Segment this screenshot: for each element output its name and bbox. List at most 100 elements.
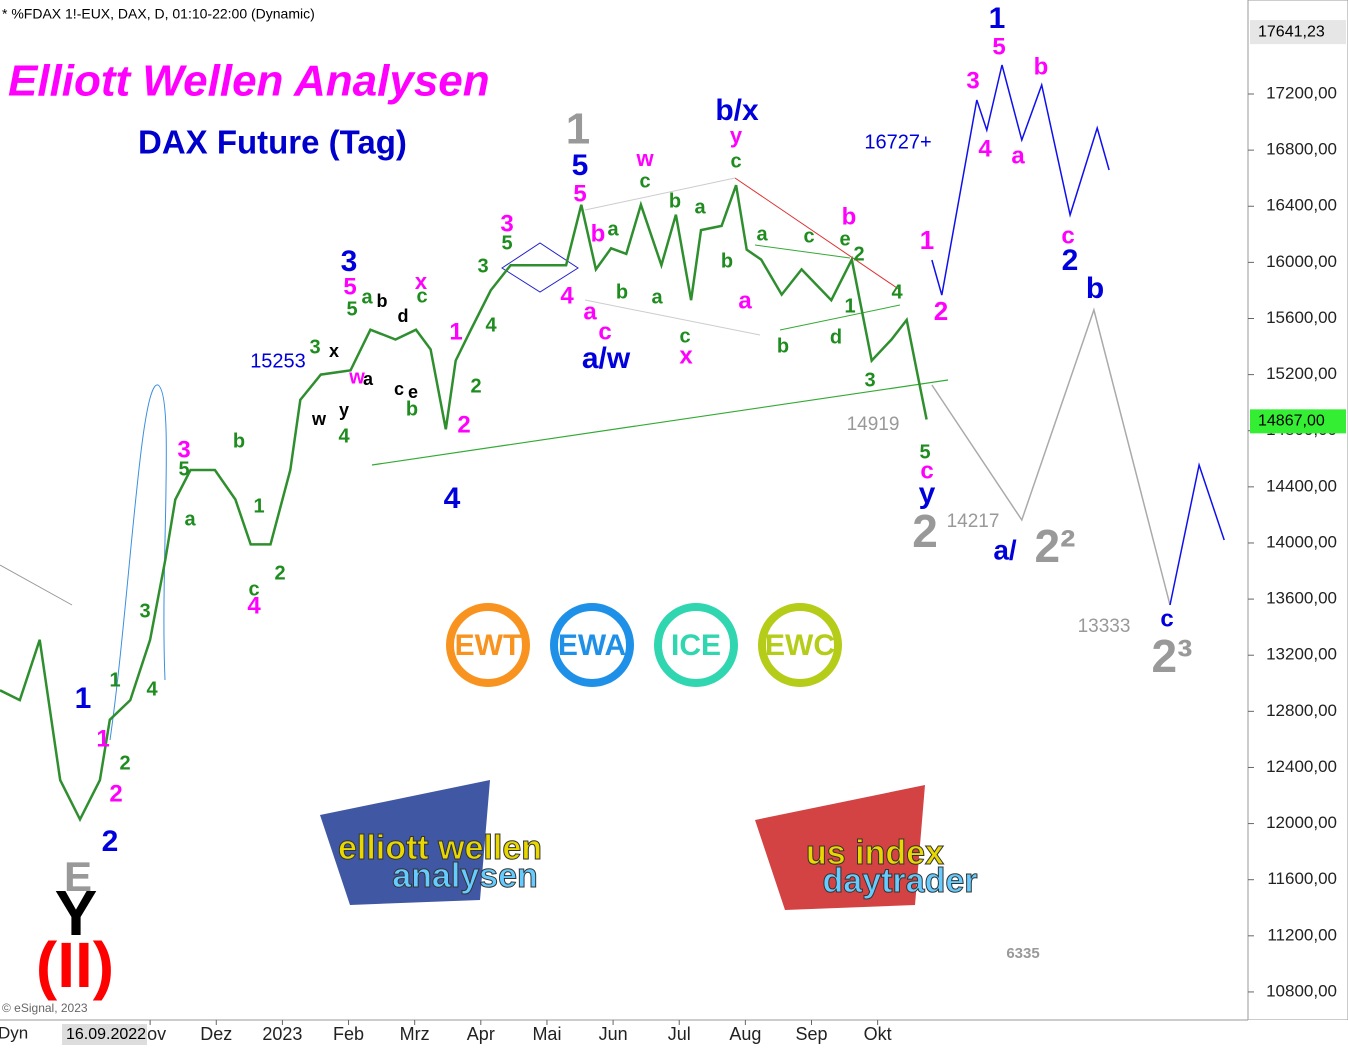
wave-label: 5 [346, 298, 357, 320]
wave-label: 1 [96, 725, 109, 752]
chart-header: * %FDAX 1!-EUX, DAX, D, 01:10-22:00 (Dyn… [2, 6, 315, 22]
y-tick-label: 16800,00 [1266, 140, 1337, 159]
wave-label: 3 [500, 210, 513, 237]
indicator-line [109, 384, 167, 741]
wave-label: w [635, 146, 654, 171]
wave-label: 4 [891, 281, 903, 303]
price-label-box [1250, 20, 1346, 45]
wave-label: 4 [338, 425, 350, 447]
wave-label: d [830, 326, 842, 348]
trend-line [584, 299, 761, 336]
wave-label: c [248, 578, 259, 600]
logo-text: EWT [455, 629, 522, 662]
wave-label: 2 [1062, 244, 1079, 277]
x-tick-label: Mrz [400, 1024, 430, 1044]
wave-label: 2 [912, 505, 938, 557]
wave-label: 1 [75, 682, 92, 715]
x-tick-label: Feb [333, 1024, 364, 1044]
wave-label: 2 [102, 825, 119, 858]
wave-label: x [415, 269, 428, 294]
y-tick-label: 11200,00 [1267, 925, 1337, 944]
wave-label: 2² [1035, 520, 1076, 572]
wave-label: x [329, 341, 339, 361]
wave-label: 3 [177, 436, 190, 463]
x-tick-label: Okt [864, 1024, 892, 1044]
wave-label: 3 [341, 245, 358, 278]
wave-label: 4 [247, 592, 261, 619]
y-tick-label: 10800,00 [1266, 981, 1337, 1000]
wave-label: 2 [853, 243, 864, 265]
y-tick-label: 11600,00 [1267, 869, 1337, 888]
wave-label: c [394, 379, 404, 399]
wave-label: c [1061, 222, 1074, 249]
wave-label: 2 [109, 780, 122, 807]
wave-label: E [64, 853, 92, 900]
price-line [0, 184, 928, 823]
wave-label: b [669, 190, 681, 212]
wave-label: a [738, 287, 752, 314]
logo-flag [320, 780, 490, 905]
logo-text: analysen [392, 857, 538, 895]
wave-label: 2 [470, 375, 481, 397]
wave-label: 14919 [847, 414, 900, 435]
wave-label: b [842, 203, 857, 230]
wave-label: b [377, 291, 388, 311]
wave-label: x [679, 342, 693, 369]
wave-label: c [803, 225, 814, 247]
wave-label: 3 [966, 67, 979, 94]
wave-label: b [616, 281, 628, 303]
x-tick-label: Apr [467, 1024, 495, 1044]
wave-label: 2 [274, 562, 285, 584]
wave-label: a [184, 508, 196, 530]
wave-label: a [1011, 142, 1025, 169]
wave-label: 5 [572, 149, 589, 182]
wave-label: b [777, 335, 789, 357]
wave-label: y [339, 400, 349, 420]
wave-label: 2 [457, 411, 470, 438]
logo-text: daytrader [823, 862, 978, 900]
wave-label: a [583, 298, 597, 325]
y-tick-label: 15200,00 [1266, 364, 1337, 383]
wave-label: 4 [444, 482, 461, 515]
y-tick-label: 12400,00 [1266, 757, 1337, 776]
wave-label: 15253 [250, 350, 306, 372]
wave-label: 5 [178, 458, 189, 480]
logo-text: EWA [558, 629, 626, 662]
mode-label: Dyn [0, 1023, 28, 1042]
wave-label: c [598, 318, 611, 345]
wave-label: b/x [715, 94, 759, 127]
wave-label: c [416, 285, 427, 307]
x-tick-label: 2023 [262, 1024, 302, 1044]
wave-label: b [1034, 53, 1049, 80]
pattern [501, 242, 579, 293]
x-tick-label: Dez [200, 1024, 232, 1044]
x-tick-label: Aug [729, 1024, 761, 1044]
wave-label: a [607, 218, 619, 240]
wave-label: 5 [501, 232, 512, 254]
chart-subtitle: DAX Future (Tag) [138, 124, 407, 161]
logo-ring [758, 603, 842, 687]
copyright: © eSignal, 2023 [2, 1001, 88, 1015]
wave-label: a [651, 286, 663, 308]
price-label: 14867,00 [1258, 413, 1325, 430]
wave-label: 5 [573, 180, 586, 207]
wave-label: w [348, 366, 365, 388]
trend-line [584, 177, 736, 211]
trend-line [779, 304, 901, 331]
wave-label: 3 [139, 600, 150, 622]
wave-label: 2 [934, 296, 948, 326]
wave-label: y [730, 123, 743, 148]
y-tick-label: 14400,00 [1266, 476, 1337, 495]
x-tick-label: Sep [795, 1024, 827, 1044]
wave-label: 1 [989, 2, 1006, 35]
y-tick-label: 12000,00 [1266, 813, 1337, 832]
wave-label: b [591, 220, 606, 247]
y-tick-label: 16400,00 [1266, 196, 1337, 215]
wave-label: a/ [993, 534, 1017, 565]
wave-label: d [398, 306, 409, 326]
y-tick-label: 15600,00 [1266, 308, 1337, 327]
wave-label: 4 [485, 314, 497, 336]
wave-label: 1 [844, 295, 855, 317]
trend-line [734, 177, 901, 291]
